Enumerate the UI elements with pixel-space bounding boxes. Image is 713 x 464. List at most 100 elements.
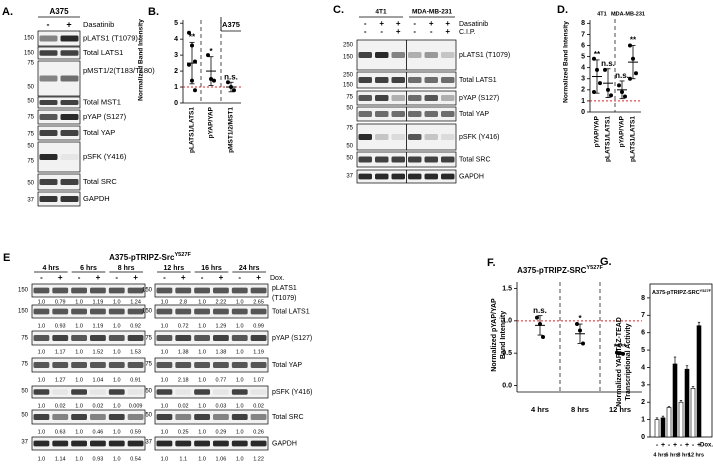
band (408, 77, 422, 83)
mw-marker: 75 (346, 126, 353, 132)
band (60, 75, 79, 82)
y-tick-label: 1 (174, 84, 178, 91)
x-tick-label: 12 hrs (688, 452, 704, 458)
row-label: Total YAP (83, 128, 115, 137)
band (194, 440, 210, 447)
sign: - (115, 273, 118, 282)
row-label: Total YAP (272, 362, 302, 369)
band-quantification: 1.0 (38, 456, 46, 462)
band (391, 52, 405, 58)
band-quantification: 1.0 (113, 403, 121, 409)
band (71, 362, 87, 368)
mw-marker: 50 (346, 106, 353, 112)
band (90, 414, 106, 420)
band (441, 134, 455, 140)
blot-strip (37, 173, 81, 191)
sign: - (692, 442, 695, 449)
data-point (628, 43, 632, 48)
sign: + (256, 273, 261, 282)
band (231, 335, 248, 341)
significance: ** (189, 32, 196, 41)
y-tick-label: 8 (581, 20, 585, 27)
band (175, 308, 192, 315)
row-label: pMST1/2(T183/T180) (83, 66, 155, 75)
sign: - (78, 273, 81, 282)
y-axis-label: Normalized YAP/TAZ-TEAD (616, 317, 623, 407)
x-tick-label: pYAP/YAP (594, 115, 601, 147)
mw-marker: 50 (27, 144, 34, 150)
blot-strip (31, 330, 146, 346)
band (358, 111, 372, 117)
band (52, 389, 69, 395)
blot-strip (37, 46, 81, 60)
row-label: Total YAP (459, 111, 489, 118)
y-tick-label: 1 (581, 98, 585, 105)
band-quantification: 1.0 (236, 299, 244, 305)
significance: n.s. (615, 71, 629, 80)
sign: + (673, 442, 677, 449)
y-tick-label: 5 (641, 347, 645, 354)
band-quantification: 1.38 (178, 349, 189, 355)
band-quantification: 2.65 (253, 299, 264, 305)
band (90, 440, 106, 447)
band (175, 414, 192, 420)
panel-label: E (3, 252, 10, 264)
data-point (232, 88, 236, 93)
band (375, 173, 389, 180)
band (39, 100, 58, 105)
row-label: pSFK (Y416) (272, 389, 312, 396)
panel-title: A375-pTRIPZ-SRCY527F (652, 289, 712, 296)
band-quantification: 1.0 (198, 323, 206, 329)
y-tick-label: 0.5 (502, 350, 512, 357)
band-quantification: 1.0 (113, 323, 121, 329)
band (391, 134, 405, 140)
band (441, 111, 455, 117)
significance: **** (614, 343, 627, 352)
cell-line: A375 (49, 7, 69, 16)
band (250, 308, 267, 315)
band (441, 52, 455, 58)
data-point (226, 80, 230, 85)
mw-marker: 150 (343, 83, 354, 89)
mw-marker: 50 (27, 181, 34, 187)
annotation: A375 (222, 20, 240, 29)
band-quantification: 1.0 (113, 456, 121, 462)
band (108, 362, 125, 368)
x-tick-label: pLATS1/LATS1 (189, 107, 196, 153)
band-quantification: 1.0 (161, 349, 169, 355)
y-tick-label: 5 (174, 20, 178, 27)
band-quantification: 0.91 (130, 377, 141, 383)
band (108, 335, 125, 341)
band (52, 440, 69, 447)
band-quantification: 1.0 (236, 349, 244, 355)
title-superscript: Y527F (174, 253, 191, 259)
row-label: Total SRC (459, 156, 491, 163)
mw-marker: 75 (145, 336, 152, 342)
sign: + (396, 27, 401, 36)
blot-strip (37, 191, 81, 207)
y-tick-label: 5 (581, 53, 585, 60)
mw-marker: 37 (145, 440, 152, 446)
band (441, 95, 455, 101)
row-label: pYAP (S127) (83, 112, 127, 121)
mw-marker: 150 (18, 288, 29, 294)
band-quantification: 1.53 (130, 349, 141, 355)
band-quantification: 1.0 (161, 429, 169, 435)
time-label: 24 hrs (239, 265, 260, 272)
band (175, 362, 192, 368)
band (127, 389, 144, 395)
band-quantification: 0.99 (253, 323, 264, 329)
band (71, 440, 87, 447)
y-tick-label: 1.5 (502, 285, 512, 292)
title-superscript: Y527F (586, 266, 603, 272)
band-quantification: 1.0 (198, 349, 206, 355)
band (250, 440, 267, 447)
band (194, 287, 210, 294)
band-quantification: 2.18 (178, 377, 189, 383)
band-quantification: 0.25 (178, 429, 189, 435)
significance: * (578, 314, 582, 323)
band (39, 75, 58, 82)
mw-marker: 50 (346, 144, 353, 150)
band (194, 362, 210, 368)
